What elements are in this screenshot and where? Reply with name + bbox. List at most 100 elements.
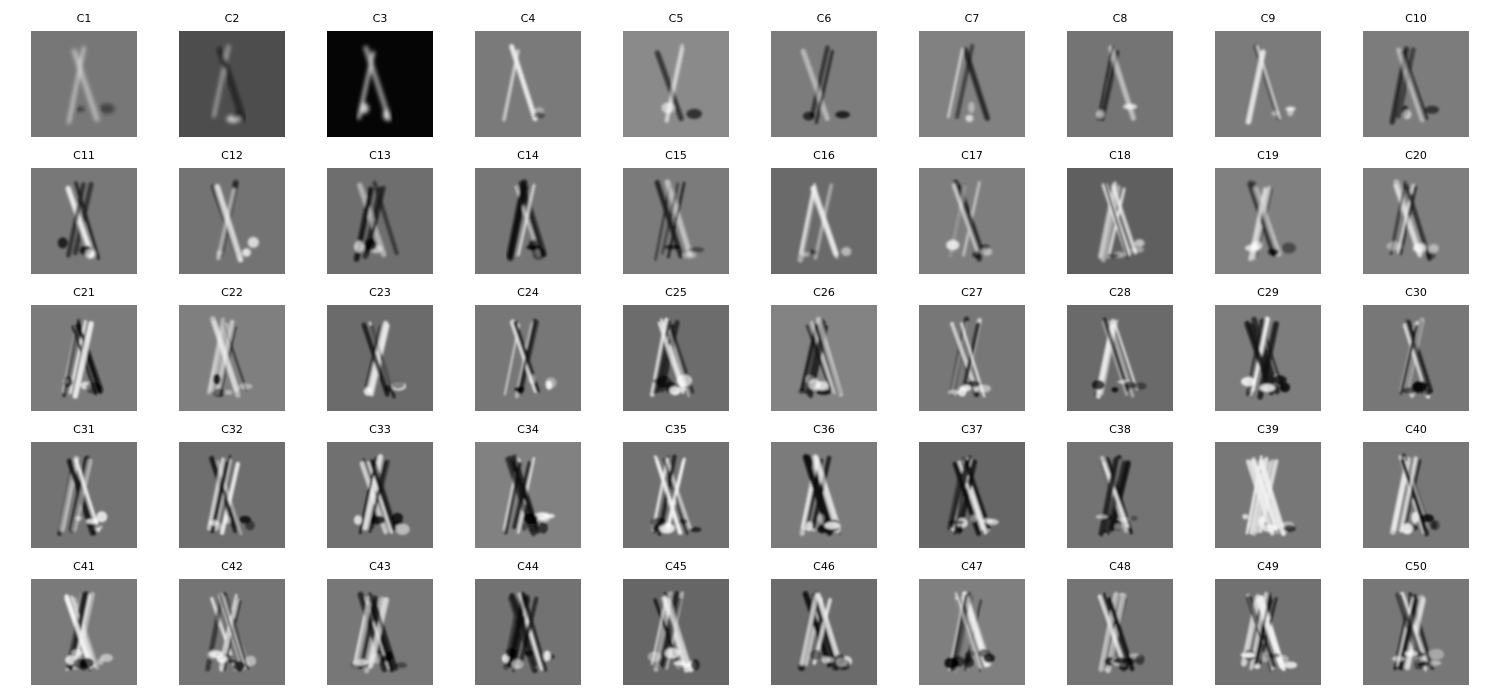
- image-pattern: [799, 454, 841, 537]
- component-image: [31, 442, 137, 548]
- component-image: [1363, 442, 1469, 548]
- panel-title: C42: [221, 560, 243, 573]
- panel-38: C38: [1067, 423, 1173, 548]
- panel-title: C18: [1109, 149, 1131, 162]
- component-image: [771, 579, 877, 685]
- component-image: [623, 168, 729, 274]
- panel-title: C1: [76, 12, 92, 25]
- image-pattern: [944, 591, 995, 673]
- component-image: [31, 31, 137, 137]
- panel-45: C45: [623, 560, 729, 685]
- component-image: [475, 31, 581, 137]
- component-image: [919, 579, 1025, 685]
- panel-title: C25: [665, 286, 687, 299]
- panel-title: C49: [1257, 560, 1279, 573]
- panel-title: C21: [73, 286, 95, 299]
- panel-42: C42: [179, 560, 285, 685]
- panel-19: C19: [1215, 149, 1321, 274]
- panel-title: C39: [1257, 423, 1279, 436]
- component-image: [771, 168, 877, 274]
- panel-title: C13: [369, 149, 391, 162]
- panel-title: C22: [221, 286, 243, 299]
- image-pattern: [797, 183, 852, 263]
- panel-7: C7: [919, 12, 1025, 137]
- image-pattern: [61, 318, 104, 399]
- image-pattern: [211, 180, 259, 263]
- panel-26: C26: [771, 286, 877, 411]
- panel-35: C35: [623, 423, 729, 548]
- panel-8: C8: [1067, 12, 1173, 137]
- panel-title: C19: [1257, 149, 1279, 162]
- component-image: [475, 442, 581, 548]
- image-pattern: [506, 179, 547, 261]
- image-pattern: [1241, 316, 1291, 400]
- component-image: [919, 442, 1025, 548]
- panel-title: C5: [668, 12, 684, 25]
- component-image: [771, 31, 877, 137]
- panel-title: C29: [1257, 286, 1279, 299]
- panel-49: C49: [1215, 560, 1321, 685]
- panel-title: C37: [961, 423, 983, 436]
- panel-title: C2: [224, 12, 240, 25]
- component-image: [1363, 579, 1469, 685]
- panel-48: C48: [1067, 560, 1173, 685]
- panel-title: C28: [1109, 286, 1131, 299]
- component-image: [31, 305, 137, 411]
- panel-title: C9: [1260, 12, 1276, 25]
- panel-36: C36: [771, 423, 877, 548]
- panel-title: C40: [1405, 423, 1427, 436]
- panel-title: C47: [961, 560, 983, 573]
- component-image: [179, 305, 285, 411]
- panel-title: C23: [369, 286, 391, 299]
- component-image: [1067, 168, 1173, 274]
- panel-title: C15: [665, 149, 687, 162]
- panel-33: C33: [327, 423, 433, 548]
- image-pattern: [1242, 455, 1296, 536]
- panel-41: C41: [31, 560, 137, 685]
- image-pattern: [1244, 43, 1296, 125]
- component-image: [327, 31, 433, 137]
- image-background: [179, 168, 285, 274]
- panel-6: C6: [771, 12, 877, 137]
- image-pattern: [357, 45, 392, 122]
- image-pattern: [1389, 46, 1440, 125]
- image-pattern: [800, 45, 851, 125]
- panel-13: C13: [327, 149, 433, 274]
- component-image: [1363, 305, 1469, 411]
- panel-34: C34: [475, 423, 581, 548]
- image-pattern: [1244, 180, 1297, 261]
- panel-title: C36: [813, 423, 835, 436]
- panel-50: C50: [1363, 560, 1469, 685]
- component-image: [475, 579, 581, 685]
- component-image: [31, 579, 137, 685]
- image-pattern: [947, 455, 999, 536]
- image-pattern: [206, 454, 255, 536]
- component-image: [179, 579, 285, 685]
- panel-title: C24: [517, 286, 539, 299]
- image-pattern: [57, 181, 101, 260]
- panel-43: C43: [327, 560, 433, 685]
- panel-1: C1: [31, 12, 137, 137]
- component-image: [623, 442, 729, 548]
- component-image: [1067, 579, 1173, 685]
- component-image: [1215, 305, 1321, 411]
- image-pattern: [798, 591, 853, 671]
- image-background: [475, 31, 581, 137]
- component-image: [1363, 168, 1469, 274]
- component-image: [1067, 305, 1173, 411]
- image-pattern: [353, 454, 410, 535]
- panel-title: C12: [221, 149, 243, 162]
- panel-16: C16: [771, 149, 877, 274]
- image-pattern: [503, 318, 557, 399]
- component-image: [1215, 168, 1321, 274]
- panel-title: C27: [961, 286, 983, 299]
- image-pattern: [212, 44, 246, 123]
- panel-title: C16: [813, 149, 835, 162]
- image-pattern: [502, 454, 555, 537]
- image-pattern: [1095, 455, 1138, 537]
- image-pattern: [654, 179, 705, 261]
- image-pattern: [1399, 317, 1433, 399]
- component-image: [475, 168, 581, 274]
- panel-title: C38: [1109, 423, 1131, 436]
